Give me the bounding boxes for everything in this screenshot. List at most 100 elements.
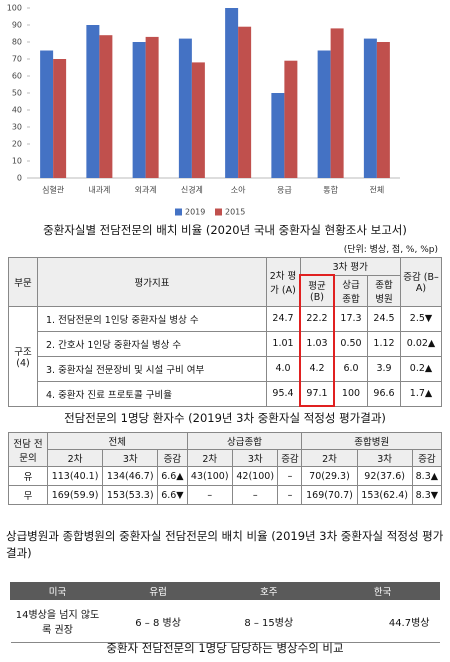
- table-cell: –: [277, 466, 303, 486]
- table-cell: 44.7병상: [325, 599, 440, 643]
- y-tick-label: 50: [12, 89, 22, 98]
- table-cell: 153(53.3): [102, 485, 159, 505]
- table-wrap: 미국 유럽 호주 한국 14병상을 넘지 않도록 권장 6 – 8 병상 8 – 15병상 4…: [10, 582, 440, 643]
- table-cell: 8 – 15병상: [211, 599, 326, 643]
- header-row: 평균 (B) 상급 종합 종합 병원: [9, 274, 442, 307]
- x-tick-label: 전체: [370, 185, 385, 195]
- legend-label: 2015: [225, 208, 245, 217]
- table-cell: 8.3▲: [411, 466, 443, 486]
- bar: [363, 38, 377, 178]
- x-tick-label: 내과계: [88, 185, 110, 195]
- table-wrap: 전담 전문의 전체 상급종합 종합병원 2차 3차 증감 2차 3차 증감 2차 3차 증감 유 113(4…: [8, 432, 443, 505]
- table-cell: 6.6▲: [157, 466, 188, 486]
- bar: [145, 36, 159, 179]
- table-cell: 153(62.4): [356, 485, 413, 505]
- value-cell: 1.7▲: [400, 380, 442, 407]
- header-cell: 호주: [211, 582, 327, 600]
- bar: [178, 38, 192, 178]
- bar: [40, 50, 54, 178]
- table-cell: 6 – 8 병상: [104, 599, 212, 643]
- bar: [53, 59, 67, 178]
- header-cell: 3차 평가: [299, 257, 401, 276]
- header-cell: 증감: [157, 449, 188, 467]
- y-tick-label: 80: [12, 38, 22, 47]
- table-cell: 92(37.6): [356, 466, 413, 486]
- header-cell: 2차: [46, 449, 104, 467]
- table-row: 무 169(59.9) 153(53.3) 6.6▼ – – –169(70.7) 153(6…: [8, 485, 443, 505]
- value-cell: 4.2: [299, 355, 335, 382]
- y-tick-label: 30: [12, 123, 22, 132]
- y-tick-label: 100: [7, 4, 22, 13]
- header-cell: 증감: [277, 449, 303, 467]
- value-cell: 3.9: [367, 355, 401, 382]
- header-row: 2차 3차 증감 2차 3차 증감 2차 3차 증감: [9, 449, 443, 467]
- table-body: 미국 유럽 호주 한국 14병상을 넘지 않도록 권장 6 – 8 병상 8 – 15병상 4…: [10, 582, 440, 643]
- table-row: 2. 간호사 1인당 중환자실 병상 수 1.01 1.03 0.50 1.12 0.02…: [9, 330, 442, 357]
- header-cell: 증감 (B–A): [400, 257, 442, 307]
- value-cell: 96.6: [367, 380, 401, 407]
- table-cell: –: [277, 485, 303, 505]
- indicator-cell: 1. 전담전문의 1인당 중환자실 병상 수: [37, 305, 267, 332]
- header-cell: 평균 (B): [299, 274, 335, 307]
- x-tick-label: 신경계: [181, 185, 203, 195]
- table-cell: –: [186, 485, 233, 505]
- table-cell: 43(100): [186, 466, 233, 486]
- table-cell: 6.6▼: [157, 485, 188, 505]
- y-tick-label: 20: [12, 140, 22, 149]
- header-cell: 미국: [10, 582, 105, 600]
- table-cell: 169(59.9): [46, 485, 104, 505]
- table-row: 14병상을 넘지 않도록 권장 6 – 8 병상 8 – 15병상 44.7병상: [10, 599, 440, 643]
- header-row: 전담 전문의 전체 상급종합 종합병원: [8, 432, 442, 467]
- table-cell: 169(70.7): [301, 485, 358, 505]
- value-cell: 22.2: [299, 305, 335, 332]
- y-tick-label: 60: [12, 72, 22, 81]
- table: 미국 유럽 호주 한국 14병상을 넘지 않도록 권장 6 – 8 병상 8 – 15병상 4…: [10, 582, 440, 643]
- value-cell: 0.02▲: [400, 330, 442, 357]
- y-tick-label: 90: [12, 21, 22, 30]
- bar: [376, 42, 390, 178]
- y-tick-label: 0: [17, 174, 22, 183]
- bar: [271, 93, 285, 178]
- header-cell: 종합병원: [301, 432, 442, 450]
- bar: [317, 50, 331, 178]
- table-row: 4. 중환자 진료 프로토콜 구비율 95.4 97.1 100 96.6 1.7▲: [9, 380, 442, 407]
- caption: 중환자 전담전문의 1명당 담당하는 병상수의 비교: [106, 641, 344, 655]
- x-tick-label: 외과계: [135, 185, 157, 195]
- y-tick-label: 10: [12, 157, 22, 166]
- header-row: 부문 평가지표 2차 평가 (A) 3차 평가 증감 (B–A): [8, 257, 442, 307]
- caption: 전담전문의 1명당 환자수 (2019년 3차 중환자실 적정성 평가결과): [64, 411, 386, 425]
- header-cell: 3차: [231, 449, 279, 467]
- legend-label: 2019: [185, 208, 205, 217]
- value-cell: 24.7: [266, 305, 301, 332]
- table-body: 전담 전문의 전체 상급종합 종합병원 2차 3차 증감 2차 3차 증감 2차 3차 증감 유 113(4…: [8, 432, 443, 505]
- value-cell: 0.2▲: [400, 355, 442, 382]
- table-cell: 134(46.7): [102, 466, 159, 486]
- value-cell: 100: [333, 380, 368, 407]
- header-cell: 전체: [47, 432, 188, 450]
- table-cell: 유: [8, 466, 48, 486]
- indicator-cell: 3. 중환자실 전문장비 및 시설 구비 여부: [37, 355, 267, 382]
- table-cell: –: [231, 485, 279, 505]
- bar-chart: 0 10 20 30 40 50 60 70 80 90 100 심혈관 내과계 외과계 신경계 소아 응급 통합…: [7, 4, 400, 217]
- value-cell: 6.0: [333, 355, 368, 382]
- legend-swatch: [175, 208, 182, 216]
- table-cell: 8.3▼: [411, 485, 443, 505]
- header-cell: 종합 병원: [367, 274, 401, 307]
- bar: [225, 8, 239, 178]
- header-cell: 상급 종합: [333, 274, 368, 307]
- section-cell: 구조 (4): [8, 305, 38, 407]
- table-cell: 113(40.1): [46, 466, 104, 486]
- bar: [284, 60, 298, 179]
- y-tick-label: 40: [12, 106, 22, 115]
- table: 부문 평가지표 2차 평가 (A) 3차 평가 증감 (B–A) 평균 (B) …: [8, 257, 442, 407]
- header-cell: 3차: [356, 449, 413, 467]
- value-cell: 4.0: [266, 355, 301, 382]
- legend-swatch: [215, 208, 222, 216]
- header-cell: 한국: [325, 582, 440, 600]
- header-cell: 상급종합: [186, 432, 303, 450]
- table-row: 3. 중환자실 전문장비 및 시설 구비 여부 4.0 4.2 6.0 3.9 0.2▲: [9, 355, 442, 382]
- table-row: 유 113(40.1) 134(46.7) 6.6▲ 43(100) 42(100) –70…: [8, 466, 443, 486]
- table-wrap: 부문 평가지표 2차 평가 (A) 3차 평가 증감 (B–A) 평균 (B) …: [8, 257, 442, 407]
- value-cell: 1.01: [266, 330, 301, 357]
